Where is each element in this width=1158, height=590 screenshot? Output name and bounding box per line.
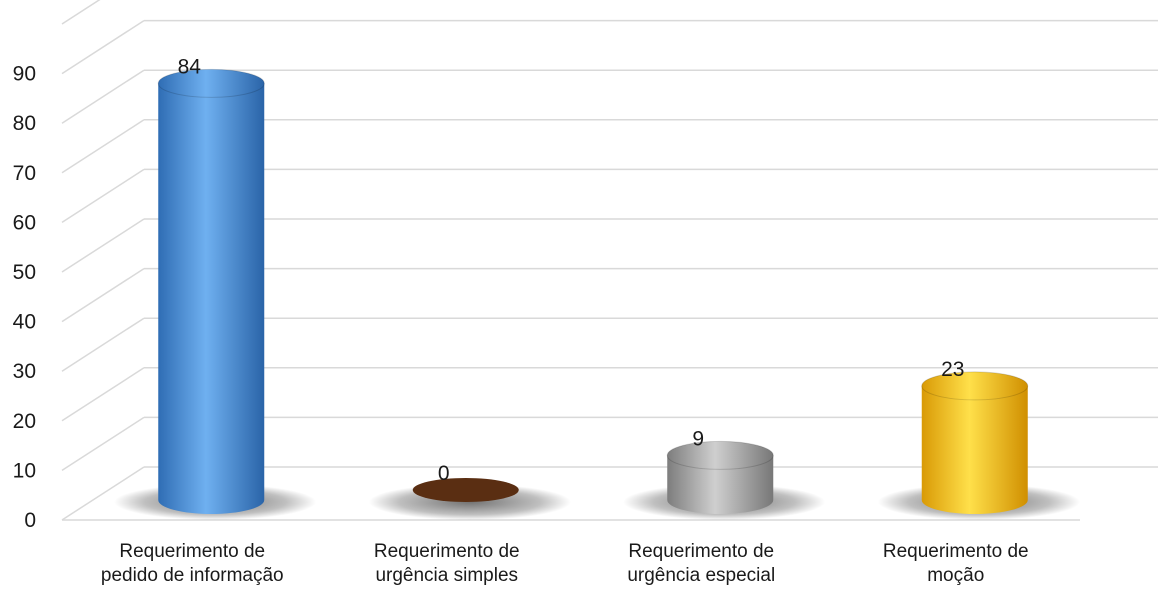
- gridline-side: [61, 119, 145, 174]
- y-tick-label: 20: [13, 410, 36, 433]
- y-tick-label: 30: [13, 360, 36, 383]
- x-axis: Requerimento de pedido de informaçãoReque…: [101, 541, 1029, 586]
- gridline-side: [61, 19, 145, 75]
- x-tick-label-line: pedido de informação: [101, 565, 284, 586]
- y-tick-label: 80: [13, 112, 36, 135]
- x-tick-label-line: Requerimento de: [628, 541, 774, 562]
- y-tick-label: 90: [13, 63, 36, 86]
- gridline-side: [61, 0, 101, 25]
- x-tick-label: Requerimento de urgência simples: [374, 541, 520, 586]
- bar-top: [157, 68, 265, 98]
- bar: [368, 478, 571, 520]
- gridline-side: [61, 466, 145, 521]
- gridline-side: [61, 267, 145, 323]
- bar: [114, 68, 317, 520]
- y-tick-label: 60: [13, 211, 36, 234]
- bar: [877, 371, 1080, 520]
- bar: [623, 440, 826, 520]
- x-tick-label-line: Requerimento de: [374, 541, 520, 562]
- x-tick-label-line: urgência especial: [627, 565, 775, 586]
- bar-body: [921, 385, 1028, 514]
- gridline-side: [61, 367, 145, 422]
- data-labels: 84 0 9 23: [178, 55, 965, 485]
- gridline-side: [61, 168, 145, 224]
- x-tick-label: Requerimento de pedido de informação: [101, 541, 284, 586]
- gridline-side: [61, 218, 145, 273]
- bar-top: [666, 440, 774, 470]
- data-label: 0: [438, 462, 450, 485]
- x-tick-label-line: urgência simples: [375, 565, 518, 586]
- y-tick-label: 70: [13, 162, 36, 185]
- data-label: 84: [178, 55, 202, 78]
- y-tick-label: 40: [13, 311, 36, 334]
- y-tick-label: 10: [13, 459, 36, 482]
- bar-body: [158, 83, 265, 514]
- x-tick-label: Requerimento de urgência especial: [627, 541, 775, 586]
- y-tick-label: 50: [13, 261, 36, 284]
- gridline-side: [61, 416, 145, 472]
- y-axis: 0 10 20 30 40 50 60 70 80 90: [13, 63, 36, 532]
- x-tick-label-line: moção: [927, 565, 984, 586]
- gridline-side: [61, 317, 145, 372]
- bar-top: [921, 371, 1029, 401]
- gridlines: [61, 0, 1158, 521]
- bars: [114, 68, 1080, 520]
- bar-top: [412, 478, 519, 502]
- x-tick-label: Requerimento de moção: [883, 541, 1029, 586]
- data-label: 9: [692, 427, 704, 450]
- bar-body: [667, 455, 774, 514]
- data-label: 23: [941, 358, 964, 381]
- gridline-side: [61, 69, 145, 124]
- x-tick-label-line: Requerimento de: [883, 541, 1029, 562]
- x-tick-label-line: Requerimento de: [119, 541, 265, 562]
- y-tick-label: 0: [24, 509, 36, 532]
